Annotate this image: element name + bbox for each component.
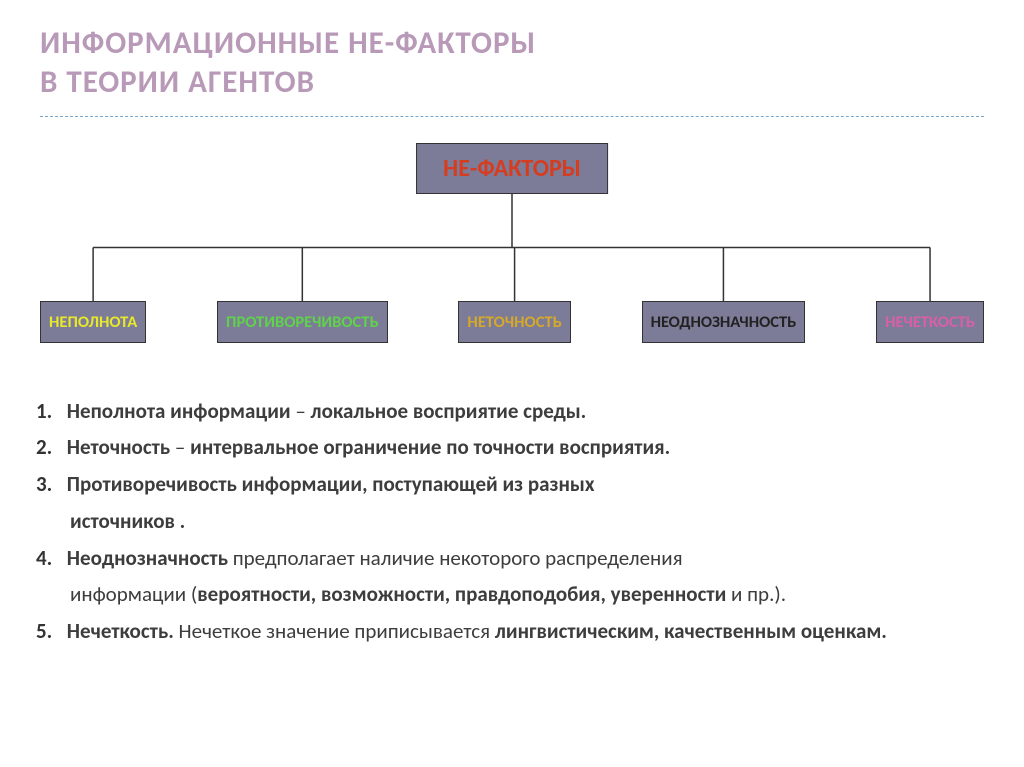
slide-title: ИНФОРМАЦИОННЫЕ НЕ-ФАКТОРЫ В ТЕОРИИ АГЕНТ… [40,24,984,102]
list-item: 3. Противоречивость информации, поступаю… [40,466,984,503]
hierarchy-tree: НЕ-ФАКТОРЫ НЕПОЛНОТА ПРОТИВОРЕЧИВОСТЬ НЕТО… [40,143,984,343]
title-line-1: ИНФОРМАЦИОННЫЕ НЕ-ФАКТОРЫ [40,24,984,63]
tree-child: НЕЧЕТКОСТЬ [876,301,984,343]
list-item-continuation: источников . [40,503,984,540]
list-item: 2. Неточность – интервальное ограничение… [40,429,984,466]
tree-children-row: НЕПОЛНОТА ПРОТИВОРЕЧИВОСТЬ НЕТОЧНОСТЬ НЕОДН… [40,301,984,343]
list-item: 5. Нечеткость. Нечеткое значение приписы… [40,613,984,650]
tree-child: НЕОДНОЗНАЧНОСТЬ [642,301,806,343]
tree-child: ПРОТИВОРЕЧИВОСТЬ [217,301,388,343]
list-item: 4. Неоднозначность предполагает наличие … [40,540,984,577]
definitions-list: 1. Неполнота информации – локальное восп… [40,393,984,650]
tree-child: НЕТОЧНОСТЬ [458,301,570,343]
divider [40,116,984,117]
list-item-continuation: информации (вероятности, возможности, пр… [40,576,984,613]
tree-root-label: НЕ-ФАКТОРЫ [443,154,581,183]
title-line-2: В ТЕОРИИ АГЕНТОВ [40,63,984,102]
list-item: 1. Неполнота информации – локальное восп… [40,393,984,430]
tree-child: НЕПОЛНОТА [40,301,146,343]
tree-root: НЕ-ФАКТОРЫ [416,143,608,194]
